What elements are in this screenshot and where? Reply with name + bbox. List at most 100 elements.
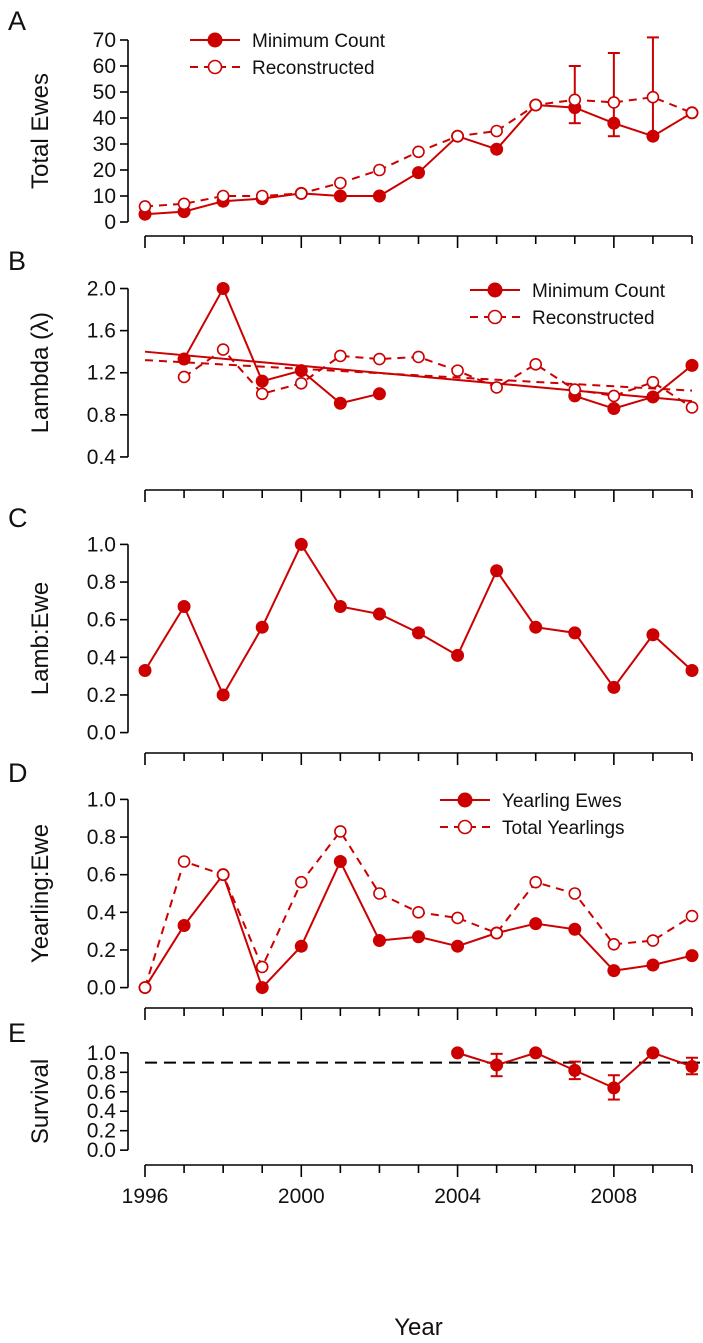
y-tick-label: 0.2 <box>87 1120 116 1143</box>
data-point <box>646 958 660 972</box>
y-tick-label: 0.6 <box>87 864 116 887</box>
data-point <box>412 906 425 919</box>
data-point <box>568 922 582 936</box>
data-point <box>607 402 621 416</box>
y-tick-label: 40 <box>93 107 116 130</box>
series-line <box>144 542 693 698</box>
panel-c: C 0.0 0.2 0.4 0.6 0.8 1.0 Lamb:Ewe <box>8 503 699 765</box>
data-point <box>685 358 699 372</box>
data-point <box>138 200 152 213</box>
data-point <box>372 387 386 401</box>
data-point <box>607 96 621 109</box>
legend-marker <box>207 32 223 48</box>
legend: Yearling Ewes Total Yearlings <box>440 791 625 839</box>
legend-label: Reconstructed <box>532 308 655 329</box>
data-point <box>412 930 425 944</box>
panel-letter: D <box>8 758 28 788</box>
y-tick-label: 1.0 <box>87 533 116 556</box>
y-tick-label: 0.4 <box>87 646 117 669</box>
data-point <box>646 375 660 389</box>
legend-marker <box>457 819 473 835</box>
data-point <box>255 960 269 974</box>
data-point <box>177 918 191 932</box>
data-point <box>685 106 699 120</box>
y-tick-label: 0.4 <box>87 1100 117 1123</box>
y-axis-label: Lamb:Ewe <box>27 582 54 695</box>
data-point <box>216 189 230 203</box>
y-tick-label: 1.2 <box>87 362 116 385</box>
data-point <box>451 129 464 143</box>
data-point <box>333 396 347 410</box>
data-point <box>216 343 230 356</box>
data-point <box>685 949 699 963</box>
data-point <box>685 401 699 414</box>
panel-b: B 0.4 0.8 1.2 1.6 2.0 Lambda (λ) Minimum Count R… <box>8 246 699 502</box>
y-tick-label: 70 <box>93 29 116 52</box>
series-1 <box>144 282 699 416</box>
data-point <box>451 1046 465 1060</box>
data-point <box>451 939 465 953</box>
data-point <box>333 855 347 869</box>
series-2 <box>138 825 699 994</box>
data-point <box>294 187 308 200</box>
data-point <box>412 350 425 364</box>
panel-a: A 0 10 20 30 40 50 60 70 Total Ewes Minimum Count R… <box>8 6 699 248</box>
y-tick-label: 1.6 <box>87 320 116 343</box>
data-point <box>490 142 504 156</box>
panel-letter: C <box>8 503 28 533</box>
data-point <box>529 875 543 889</box>
panel-letter: A <box>8 6 26 36</box>
data-point <box>373 352 386 366</box>
data-point <box>607 964 621 978</box>
legend: Minimum Count Reconstructed <box>190 31 386 79</box>
y-axis-label: Total Ewes <box>27 73 54 189</box>
data-point <box>451 911 464 925</box>
data-point <box>333 600 347 614</box>
data-point <box>529 358 543 371</box>
data-point <box>412 626 425 640</box>
data-point <box>334 825 347 838</box>
data-point <box>568 383 582 396</box>
y-tick-label: 0.6 <box>87 609 116 632</box>
data-point <box>372 607 386 621</box>
y-axis-label: Yearling:Ewe <box>27 824 54 963</box>
data-point <box>646 1046 660 1060</box>
y-tick-label: 1.0 <box>87 788 116 811</box>
data-point <box>177 197 191 211</box>
data-point <box>490 1058 504 1072</box>
y-tick-label: 0.4 <box>87 446 117 469</box>
data-point <box>216 868 230 881</box>
panel-letter: B <box>8 246 26 276</box>
y-tick-label: 0.8 <box>87 826 116 849</box>
data-point <box>373 887 386 900</box>
series-line <box>183 348 693 409</box>
data-point <box>568 626 582 640</box>
series-2 <box>144 343 699 414</box>
panel-e: E 0.00.20.40.60.81.0 Survival 1996 2000 2004 2… <box>8 1018 700 1341</box>
data-point <box>177 855 191 868</box>
data-point <box>607 1081 621 1095</box>
legend-marker <box>487 309 503 325</box>
x-tick-label: 2008 <box>590 1185 637 1208</box>
data-point <box>294 376 308 390</box>
panel-d: D 0.0 0.2 0.4 0.6 0.8 1.0 Yearling:Ewe Yearling … <box>8 758 699 1020</box>
data-point <box>333 189 347 203</box>
legend-label: Minimum Count <box>532 281 666 302</box>
legend-marker <box>457 792 473 808</box>
x-axis-label: Year <box>394 1314 443 1341</box>
y-tick-label: 30 <box>93 133 116 156</box>
data-point <box>177 370 191 384</box>
data-point <box>216 282 230 296</box>
data-point <box>372 934 386 948</box>
data-point <box>607 116 621 130</box>
series-line <box>574 364 693 410</box>
data-point <box>255 374 269 388</box>
data-point <box>646 628 660 642</box>
data-point <box>646 390 660 404</box>
series-line <box>183 286 380 405</box>
data-point <box>412 145 425 159</box>
data-point <box>138 663 152 677</box>
data-point <box>373 163 386 177</box>
y-tick-label: 10 <box>93 185 116 208</box>
panel-letter: E <box>8 1018 26 1048</box>
